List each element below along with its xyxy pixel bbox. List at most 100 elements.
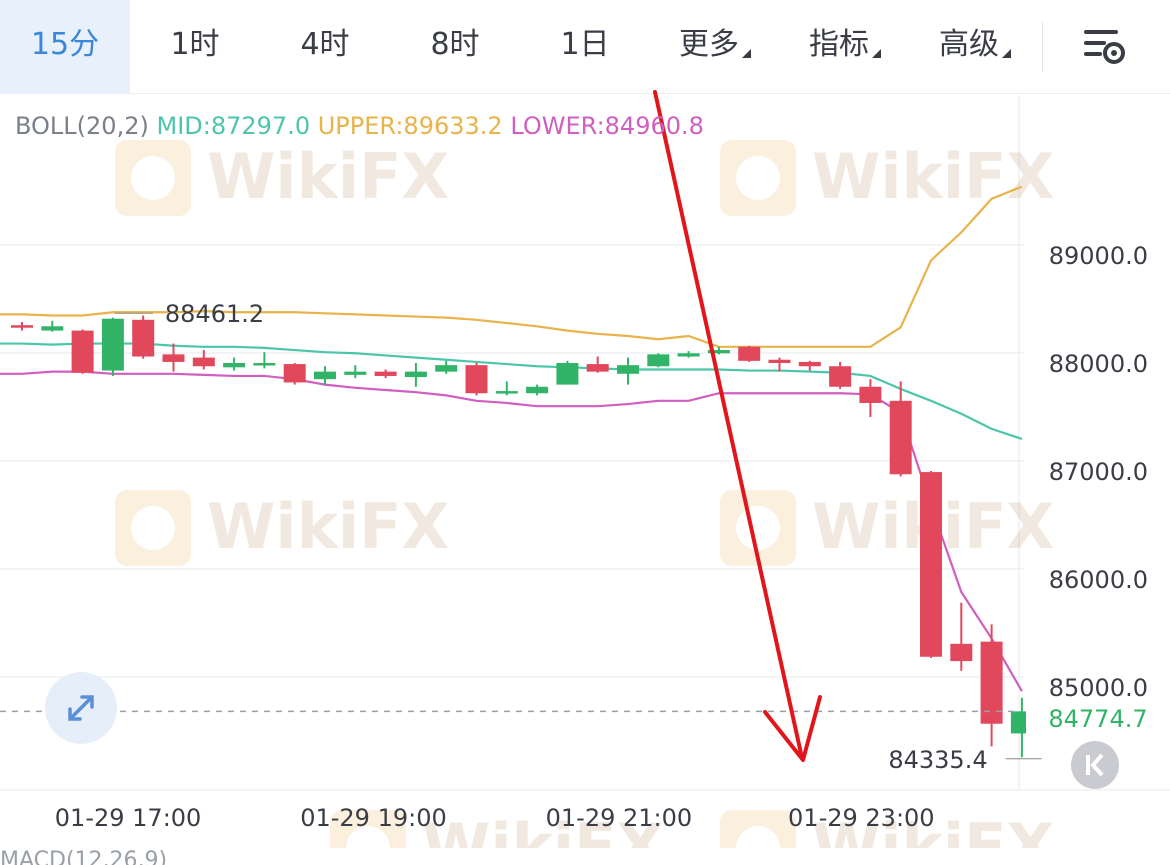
watermark: WikiFX — [720, 490, 1054, 566]
candle-body — [283, 364, 306, 383]
candle — [404, 363, 427, 387]
candle — [495, 381, 518, 396]
candle — [344, 365, 367, 379]
tab-label: 4时 — [300, 27, 350, 62]
watermark-logo-icon — [346, 826, 390, 848]
candle-body — [889, 400, 912, 475]
candle — [101, 317, 124, 376]
tab-1hour[interactable]: 1时 — [130, 0, 260, 93]
candle — [889, 381, 912, 477]
candle-body — [980, 641, 1003, 724]
candle-body — [526, 386, 549, 394]
candle — [253, 352, 276, 369]
candle-body — [707, 350, 730, 354]
watermark-text: WikiFX — [207, 490, 449, 563]
candle — [465, 363, 488, 396]
candle — [859, 379, 882, 417]
candle — [738, 345, 761, 362]
x-tick-label: 01-29 23:00 — [788, 804, 935, 832]
candle-body — [132, 319, 155, 357]
macd-indicator-strip: MACD(12,26,9) — [0, 848, 168, 865]
y-tick-label: 88000.0 — [1049, 350, 1148, 378]
low-price-label: 84335.4 — [888, 746, 987, 774]
watermark-logo-icon — [736, 826, 780, 848]
candle — [11, 321, 33, 331]
chart-settings-button[interactable] — [1078, 22, 1130, 70]
tab-label: 高级 — [939, 27, 999, 62]
annotations: 88461.2 84335.4 — [0, 90, 1042, 774]
watermark-logo-icon — [720, 490, 796, 566]
x-tick-label: 01-29 17:00 — [55, 804, 202, 832]
candle — [829, 361, 852, 389]
candle-body — [556, 363, 579, 385]
tab-1day[interactable]: 1日 — [520, 0, 650, 93]
tab-indicators[interactable]: 指标 — [780, 0, 910, 93]
candle — [41, 320, 64, 332]
watermark-logo-icon — [115, 140, 191, 216]
fullscreen-button[interactable] — [45, 672, 117, 744]
candle — [283, 363, 306, 385]
watermark: WikiFX — [330, 810, 664, 848]
watermark-text: WikiFX — [812, 810, 1054, 848]
tab-label: 1日 — [560, 27, 610, 62]
y-tick-label: 89000.0 — [1049, 242, 1148, 270]
timeframe-tab-bar: 15分 1时 4时 8时 1日 更多 指标 高级 — [0, 0, 1170, 94]
candle-body — [162, 354, 185, 362]
candle-body — [101, 318, 124, 371]
tab-divider — [1042, 22, 1043, 72]
tab-advanced[interactable]: 高级 — [910, 0, 1040, 93]
candle — [707, 346, 730, 355]
watermark-logo-icon — [736, 156, 780, 200]
tab-15min[interactable]: 15分 — [0, 0, 130, 93]
boll-lower-line — [0, 370, 1023, 692]
chart-settings-icon — [1084, 30, 1125, 64]
boll-legend: BOLL(20,2) MID:87297.0 UPPER:89633.2 LOW… — [15, 112, 704, 140]
candle-body — [192, 357, 215, 367]
candle-body — [71, 330, 94, 373]
tab-more[interactable]: 更多 — [650, 0, 780, 93]
x-tick-label: 01-29 21:00 — [546, 804, 693, 832]
red-arrow-shaft — [653, 90, 804, 760]
candle — [192, 350, 215, 370]
tab-4hour[interactable]: 4时 — [260, 0, 390, 93]
high-price-label: 88461.2 — [165, 300, 264, 328]
candle — [980, 624, 1003, 747]
watermark: WikiFX — [720, 140, 1054, 216]
bollinger-bands — [0, 185, 1023, 692]
candle-body — [829, 366, 852, 387]
watermark-logo-icon — [736, 506, 780, 550]
watermark-logo-icon — [720, 140, 796, 216]
candle-body — [859, 386, 882, 403]
candle — [677, 351, 700, 358]
dropdown-triangle-icon — [742, 49, 751, 58]
candle-body — [677, 353, 700, 357]
candle — [586, 356, 609, 373]
candle — [950, 602, 973, 671]
boll-mid-value: MID:87297.0 — [156, 112, 311, 140]
expand-icon — [68, 695, 94, 721]
scroll-to-latest-button[interactable] — [1071, 741, 1119, 789]
watermark-logo-icon — [131, 156, 175, 200]
candle-body — [253, 363, 276, 366]
dropdown-triangle-icon — [872, 49, 881, 58]
candle — [374, 369, 397, 379]
watermark-text: WikiFX — [422, 810, 664, 848]
candle — [162, 343, 185, 372]
candle-body — [344, 371, 367, 375]
candle — [223, 357, 246, 371]
candle-body — [404, 371, 427, 378]
tab-8hour[interactable]: 8时 — [390, 0, 520, 93]
candle-body — [798, 361, 821, 367]
tab-label: 指标 — [809, 27, 869, 62]
tab-label: 8时 — [430, 27, 480, 62]
candle-body — [11, 325, 33, 328]
y-tick-label: 87000.0 — [1049, 458, 1148, 486]
candle-body — [465, 365, 488, 394]
tab-label: 1时 — [170, 27, 220, 62]
last-price-badge: 84774.7 — [1026, 700, 1170, 738]
candle-body — [223, 363, 246, 368]
tab-label: 更多 — [679, 27, 739, 62]
watermark-logo-icon — [330, 810, 406, 848]
candle-body — [435, 365, 458, 372]
